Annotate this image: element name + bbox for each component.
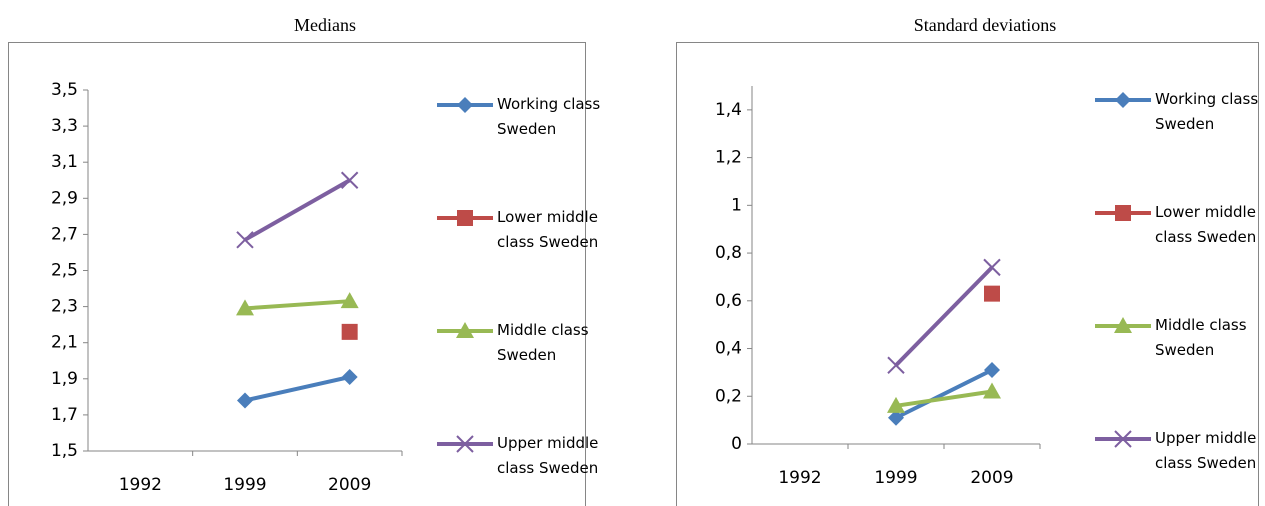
legend-label: Middle class Sweden — [1155, 316, 1247, 359]
data-point — [887, 396, 905, 413]
data-point — [984, 285, 1000, 302]
legend-marker — [1115, 205, 1131, 221]
y-tick-label: 2,5 — [51, 261, 78, 281]
data-point — [341, 323, 358, 340]
legend-label: Lower middle class Sweden — [1155, 203, 1257, 246]
legend-label: Working class Sweden — [1155, 90, 1259, 133]
y-tick-label: 2,3 — [51, 297, 78, 317]
x-tick-label: 1999 — [223, 475, 266, 495]
chart-title: Standard deviations — [914, 15, 1056, 35]
data-point — [887, 356, 905, 374]
y-tick-label: 0,8 — [715, 243, 742, 263]
series-line — [894, 265, 994, 367]
chart-frame — [676, 42, 1259, 506]
legend-marker — [1114, 317, 1132, 333]
data-point — [888, 409, 904, 426]
y-tick-label: 3,5 — [51, 80, 78, 100]
x-tick-label: 1999 — [874, 468, 917, 488]
y-tick-label: 1,9 — [51, 369, 78, 389]
legend-label: Middle class Sweden — [497, 321, 589, 364]
series-line — [244, 375, 351, 403]
y-tick-label: 2,1 — [51, 333, 78, 353]
data-point — [341, 368, 358, 385]
chart-frame — [8, 42, 586, 506]
x-tick-label: 1992 — [119, 475, 162, 495]
legend-marker — [1115, 92, 1131, 108]
y-tick-label: 3,1 — [51, 152, 78, 172]
y-tick-label: 0,2 — [715, 386, 742, 406]
y-tick-label: 1,2 — [715, 148, 742, 168]
data-point — [237, 392, 253, 409]
data-point — [340, 292, 359, 309]
legend-marker — [457, 97, 473, 113]
legend-label: Upper middle class Sweden — [497, 434, 599, 477]
legend-label: Lower middle class Sweden — [497, 208, 599, 251]
x-tick-label: 1992 — [778, 468, 821, 488]
legend-marker — [457, 210, 473, 226]
legend-marker — [456, 435, 474, 453]
data-point — [236, 299, 254, 316]
legend-marker — [456, 322, 474, 338]
y-tick-label: 1 — [731, 195, 742, 215]
legend-label: Working class Sweden — [497, 95, 601, 138]
data-point — [340, 171, 359, 189]
y-tick-label: 0,4 — [715, 339, 742, 359]
series-line — [244, 178, 351, 242]
y-tick-label: 2,7 — [51, 224, 78, 244]
series-line — [244, 299, 350, 311]
x-tick-label: 2009 — [328, 475, 371, 495]
legend-label: Upper middle class Sweden — [1155, 429, 1257, 472]
x-tick-label: 2009 — [970, 468, 1013, 488]
data-point — [983, 258, 1001, 277]
data-point — [984, 362, 1000, 379]
series-line — [895, 368, 993, 420]
series-line — [895, 389, 993, 408]
y-tick-label: 1,4 — [715, 100, 742, 120]
y-tick-label: 1,5 — [51, 441, 78, 461]
data-point — [983, 382, 1001, 399]
y-tick-label: 0,6 — [715, 291, 742, 311]
data-point — [236, 231, 254, 249]
y-tick-label: 2,9 — [51, 188, 78, 208]
y-tick-label: 0 — [731, 434, 742, 454]
y-tick-label: 3,3 — [51, 116, 78, 136]
y-tick-label: 1,7 — [51, 405, 78, 425]
legend-marker — [1114, 430, 1132, 448]
chart-title: Medians — [294, 15, 356, 35]
